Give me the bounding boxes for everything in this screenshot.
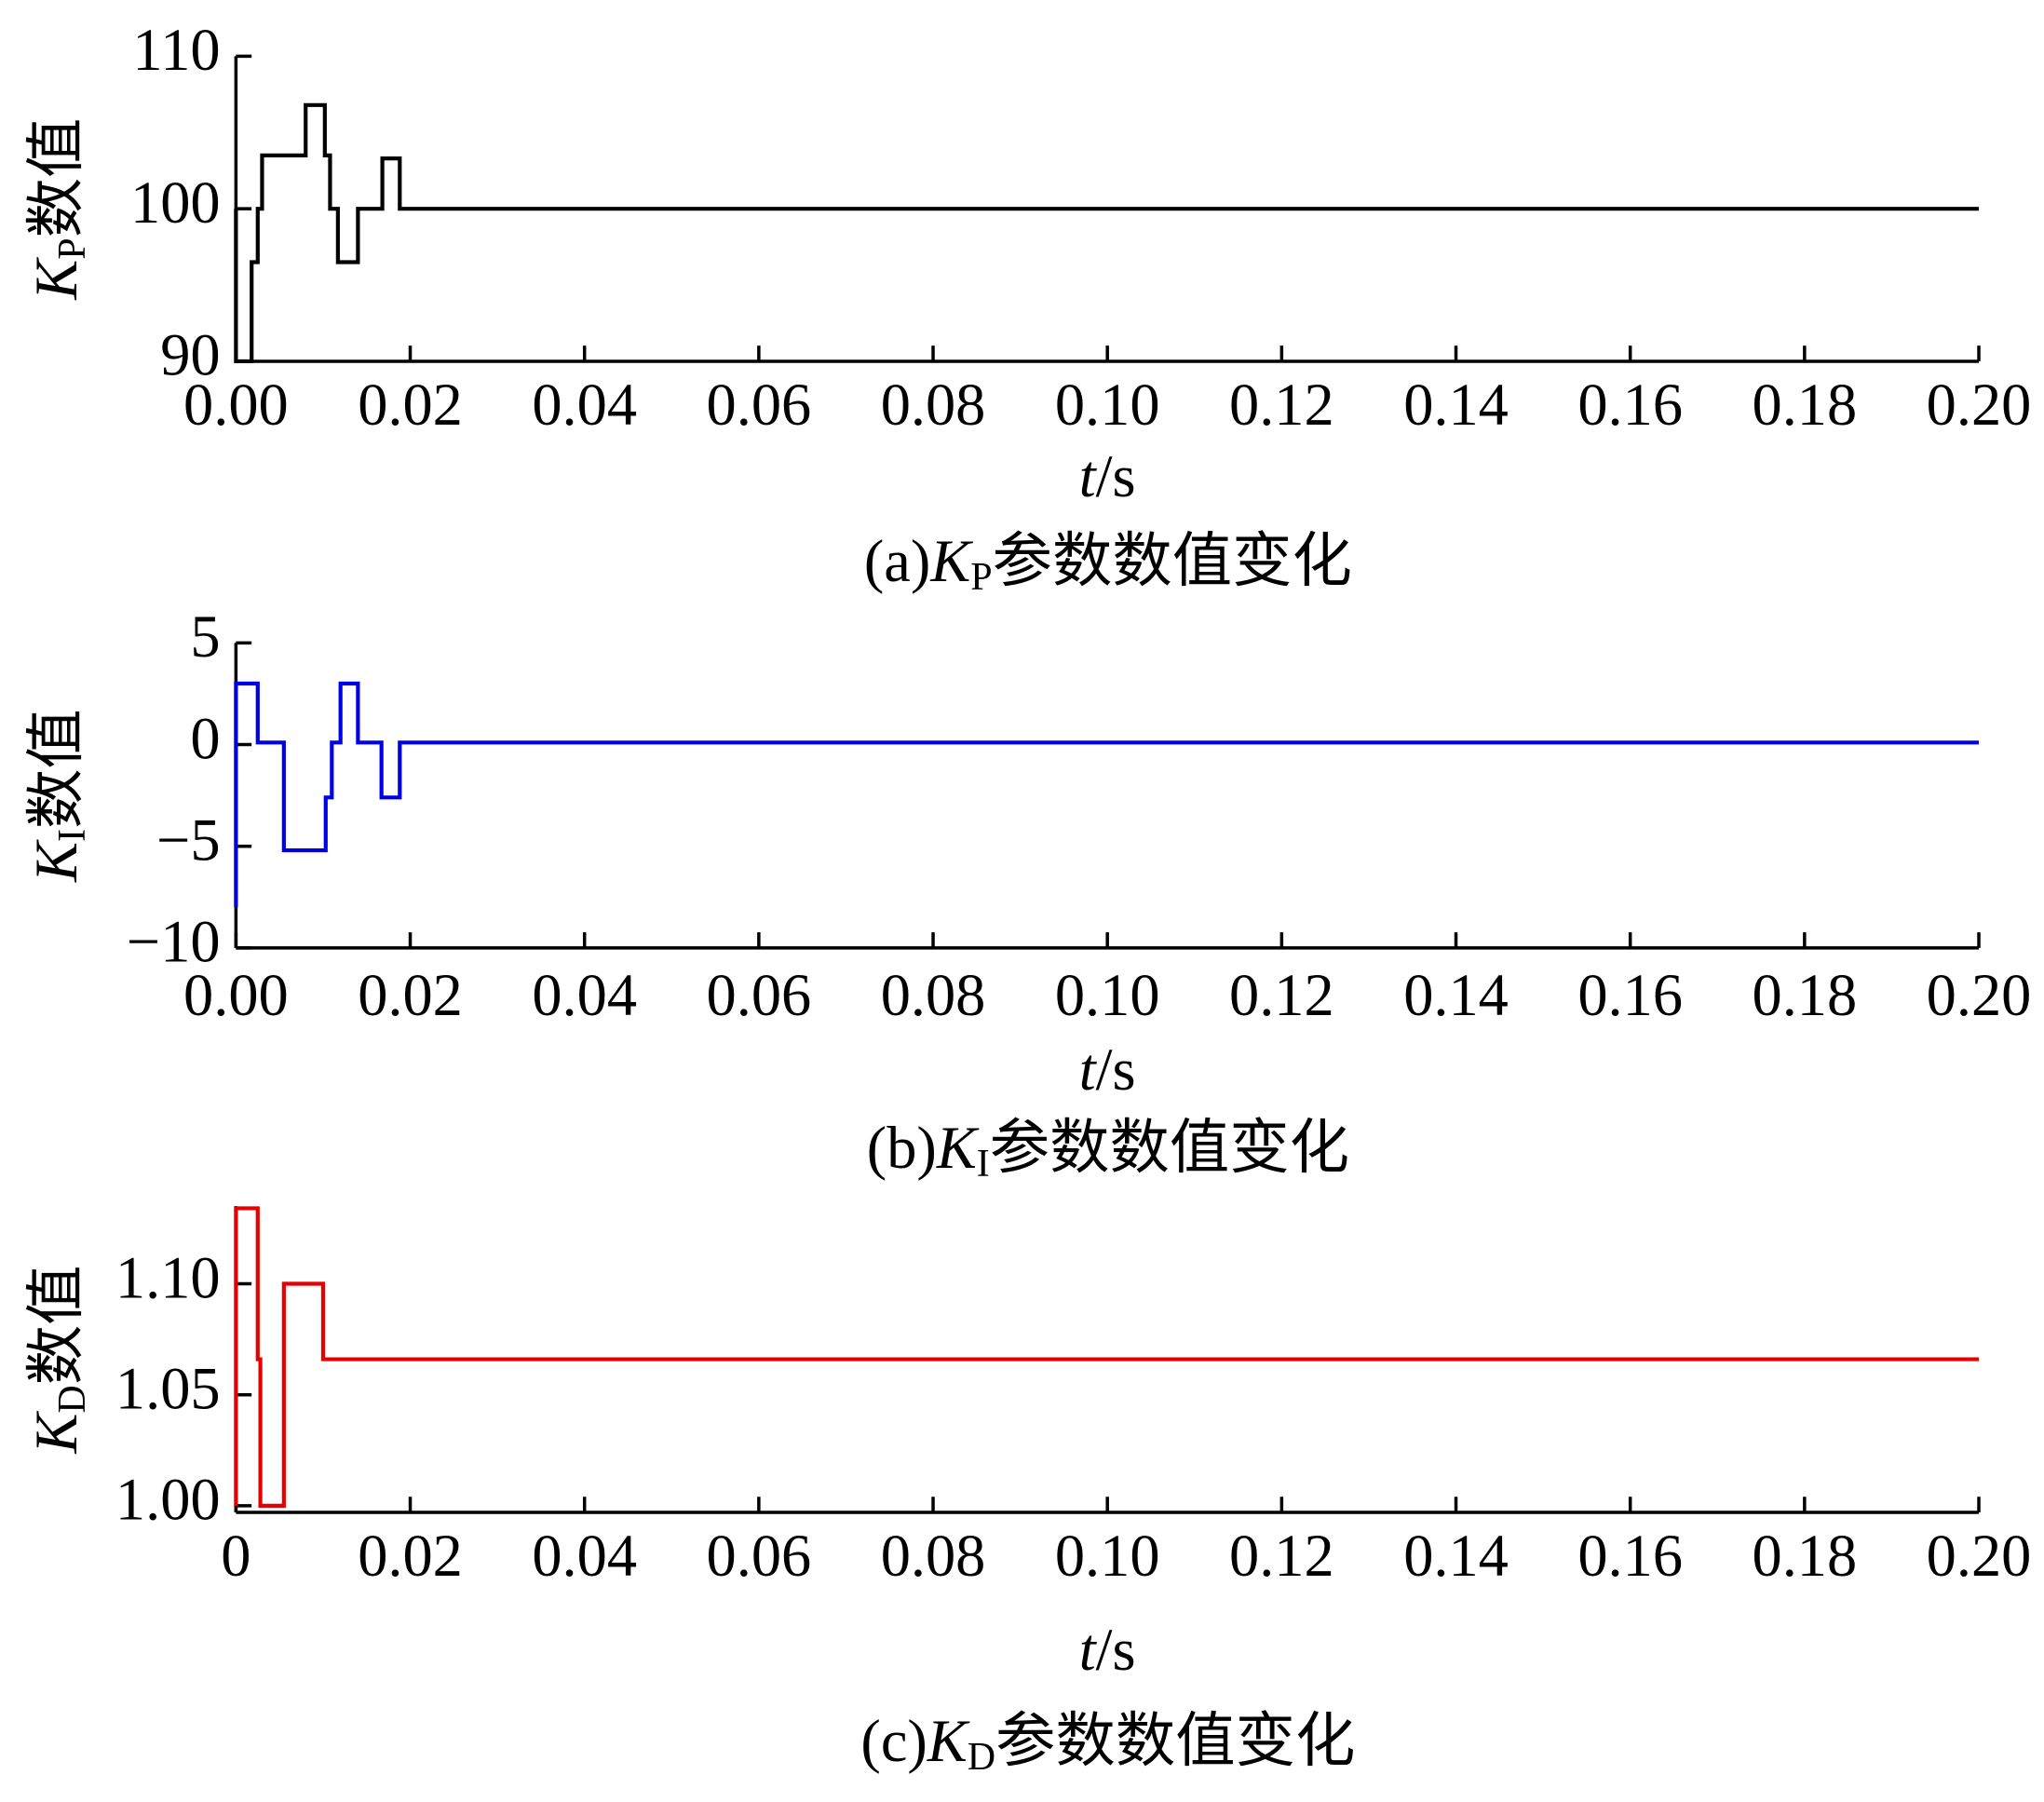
caption-symbol: K [936, 1115, 980, 1181]
x-label-symbol: t [1079, 443, 1098, 509]
caption-text: 参数数值变化 [995, 1708, 1355, 1774]
data-line [234, 102, 1980, 364]
x-tick-label: 0.10 [1055, 962, 1160, 1028]
y-label-symbol: K [23, 1411, 89, 1455]
x-tick-label: 0.00 [183, 962, 289, 1028]
x-label-unit: /s [1096, 1617, 1136, 1683]
x-tick-label: 0.04 [532, 372, 637, 438]
x-tick-label: 0.18 [1753, 1523, 1858, 1589]
caption-symbol: K [929, 528, 973, 594]
caption-prefix: (c) [860, 1708, 927, 1774]
x-tick-label: 0.08 [881, 1523, 986, 1589]
x-tick-label: 0 [221, 1523, 250, 1589]
caption-subscript: P [970, 556, 992, 599]
y-label-subscript: I [51, 829, 94, 842]
x-tick-label: 0.12 [1229, 1523, 1334, 1589]
x-label-symbol: t [1079, 1617, 1098, 1683]
y-axis-label: KI数值 [23, 709, 94, 883]
x-tick-label: 0.18 [1753, 372, 1858, 438]
y-tick-label: 0 [190, 705, 220, 771]
y-label-subscript: P [51, 237, 94, 259]
x-tick-label: 0.12 [1229, 372, 1334, 438]
caption-text: 参数数值变化 [990, 1115, 1349, 1181]
caption-prefix: (a) [864, 528, 930, 594]
x-tick-label: 0.02 [358, 1523, 463, 1589]
caption: (b)KI参数数值变化 [867, 1115, 1349, 1186]
x-tick-label: 0.10 [1055, 372, 1160, 438]
x-tick-label: 0.06 [707, 372, 812, 438]
y-axis-label: KP数值 [23, 118, 94, 301]
x-tick-label: 0.20 [1927, 372, 2032, 438]
y-tick-label: 1.00 [115, 1467, 221, 1533]
x-tick-label: 0.14 [1403, 1523, 1509, 1589]
x-tick-label: 0.18 [1753, 962, 1858, 1028]
x-tick-label: 0.02 [358, 962, 463, 1028]
x-tick-label: 0.16 [1577, 1523, 1683, 1589]
x-tick-label: 0.00 [183, 372, 289, 438]
data-line [234, 681, 1980, 908]
caption: (a)KP参数数值变化 [864, 528, 1352, 599]
caption-text: 参数数值变化 [993, 528, 1352, 594]
x-tick-label: 0.06 [707, 1523, 812, 1589]
x-label-symbol: t [1079, 1036, 1098, 1103]
caption-symbol: K [927, 1708, 970, 1774]
x-tick-label: 0.02 [358, 372, 463, 438]
y-label-symbol: K [23, 257, 89, 301]
y-label-text: 数值 [23, 709, 89, 829]
caption: (c)KD参数数值变化 [860, 1708, 1355, 1779]
x-tick-label: 0.08 [881, 372, 986, 438]
y-tick-label: 90 [160, 322, 220, 388]
y-label-text: 数值 [23, 118, 89, 238]
x-tick-label: 0.06 [707, 962, 812, 1028]
x-tick-label: 0.08 [881, 962, 986, 1028]
x-label-unit: /s [1096, 1036, 1136, 1103]
x-tick-label: 0.14 [1403, 962, 1509, 1028]
caption-subscript: I [977, 1143, 990, 1186]
y-label-symbol: K [23, 839, 89, 883]
x-tick-label: 0.04 [532, 1523, 637, 1589]
x-tick-label: 0.04 [532, 962, 637, 1028]
y-tick-label: −10 [127, 909, 221, 975]
x-tick-label: 0.16 [1577, 372, 1683, 438]
x-tick-label: 0.16 [1577, 962, 1683, 1028]
caption-subscript: D [968, 1736, 995, 1779]
x-tick-label: 0.12 [1229, 962, 1334, 1028]
y-tick-label: 5 [190, 603, 220, 670]
x-axis-label: t/s [1079, 1617, 1136, 1683]
caption-prefix: (b) [867, 1115, 937, 1181]
y-axis-label: KD数值 [23, 1266, 94, 1455]
y-label-text: 数值 [23, 1266, 89, 1386]
y-tick-label: −5 [156, 806, 221, 873]
y-tick-label: 1.05 [115, 1355, 221, 1421]
y-tick-label: 1.10 [115, 1244, 221, 1310]
x-tick-label: 0.20 [1927, 962, 2032, 1028]
y-label-subscript: D [51, 1385, 94, 1413]
x-tick-label: 0.10 [1055, 1523, 1160, 1589]
x-axis-label: t/s [1079, 1036, 1136, 1103]
x-axis-label: t/s [1079, 443, 1136, 509]
x-tick-label: 0.14 [1403, 372, 1509, 438]
x-label-unit: /s [1096, 443, 1136, 509]
y-tick-label: 100 [130, 169, 221, 236]
y-tick-label: 110 [132, 17, 220, 83]
x-tick-label: 0.20 [1927, 1523, 2032, 1589]
data-line [234, 1206, 1980, 1508]
